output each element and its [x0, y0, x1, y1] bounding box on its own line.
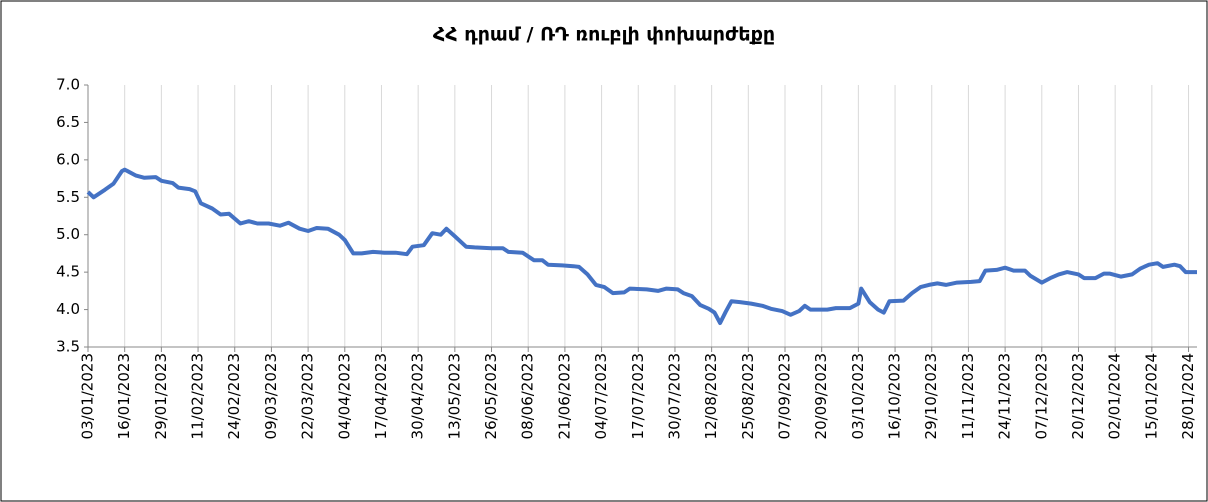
x-tick-label: 16/10/2023 [886, 353, 904, 439]
x-tick-label: 20/12/2023 [1069, 353, 1087, 439]
x-tick-label: 25/08/2023 [739, 353, 757, 439]
y-tick-label: 4.0 [56, 300, 80, 318]
x-tick-label: 02/01/2024 [1106, 353, 1124, 439]
y-tick-label: 3.5 [56, 338, 80, 356]
x-tick-label: 24/11/2023 [996, 353, 1014, 439]
x-tick-label: 11/11/2023 [959, 353, 977, 439]
x-tick-label: 29/01/2023 [152, 353, 170, 439]
x-tick-label: 03/01/2023 [79, 353, 97, 439]
x-tick-label: 04/07/2023 [592, 353, 610, 439]
x-tick-label: 24/02/2023 [225, 353, 243, 439]
x-tick-label: 21/06/2023 [555, 353, 573, 439]
y-tick-label: 5.0 [56, 225, 80, 243]
x-tick-label: 17/04/2023 [372, 353, 390, 439]
x-tick-label: 22/03/2023 [299, 353, 317, 439]
x-tick-label: 30/04/2023 [409, 353, 427, 439]
x-tick-label: 20/09/2023 [812, 353, 830, 439]
x-tick-label: 03/10/2023 [849, 353, 867, 439]
x-tick-label: 11/02/2023 [189, 353, 207, 439]
chart-title: ՀՀ դրամ / ՌԴ ռուբլի փոխարժեքը [433, 24, 775, 46]
y-tick-label: 4.5 [56, 263, 80, 281]
data-line [86, 167, 1197, 325]
y-tick-label: 6.5 [56, 113, 80, 131]
x-tick-label: 30/07/2023 [665, 353, 683, 439]
y-tick-label: 6.0 [56, 150, 80, 168]
x-tick-label: 28/01/2024 [1179, 353, 1197, 439]
x-tick-label: 16/01/2023 [115, 353, 133, 439]
x-tick-label: 08/06/2023 [519, 353, 537, 439]
x-tick-label: 29/10/2023 [922, 353, 940, 439]
x-tick-label: 04/04/2023 [335, 353, 353, 439]
x-tick-label: 15/01/2024 [1142, 353, 1160, 439]
x-tick-label: 09/03/2023 [262, 353, 280, 439]
x-tick-label: 26/05/2023 [482, 353, 500, 439]
y-tick-label: 7.0 [56, 76, 80, 94]
y-tick-label: 5.5 [56, 188, 80, 206]
x-tick-label: 07/09/2023 [776, 353, 794, 439]
x-tick-label: 07/12/2023 [1032, 353, 1050, 439]
x-tick-label: 13/05/2023 [445, 353, 463, 439]
x-tick-label: 17/07/2023 [629, 353, 647, 439]
x-tick-label: 12/08/2023 [702, 353, 720, 439]
